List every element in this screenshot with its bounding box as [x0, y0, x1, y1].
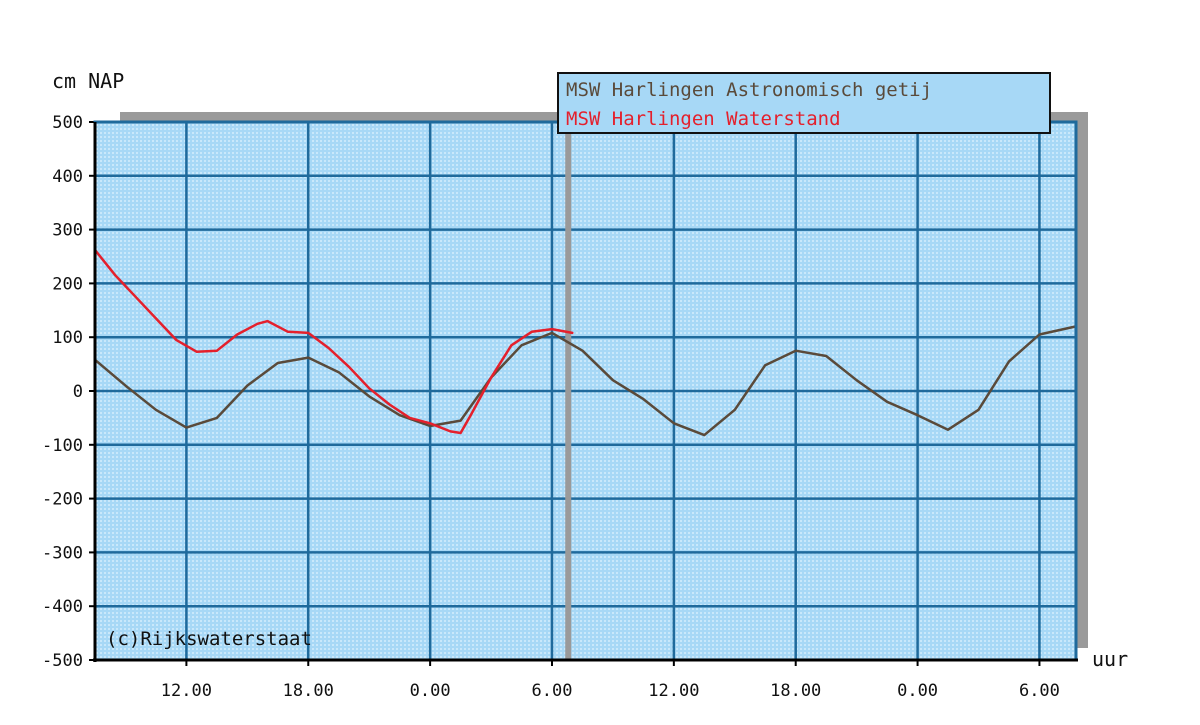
x-tick-label: 0.00: [897, 681, 938, 701]
y-tick-label: -300: [42, 543, 83, 563]
y-tick-label: -100: [42, 436, 83, 456]
series-astronomisch-getij: [93, 325, 1078, 437]
y-tick-label: 0: [73, 382, 83, 402]
x-tick-label: 12.00: [648, 681, 699, 701]
x-tick-label: 0.00: [410, 681, 451, 701]
series-waterstand: [93, 248, 574, 435]
y-tick-label: 300: [52, 221, 83, 241]
x-tick-label: 12.00: [161, 681, 212, 701]
y-tick-label: -500: [42, 651, 83, 671]
legend-entry-waterstand: MSW Harlingen Waterstand: [566, 108, 841, 130]
legend: [557, 72, 1051, 134]
legend-entry-astronomisch: MSW Harlingen Astronomisch getij: [566, 79, 932, 101]
y-tick-label: -400: [42, 597, 83, 617]
x-tick-label: 6.00: [532, 681, 573, 701]
copyright-annotation: (c)Rijkswaterstaat: [106, 628, 312, 650]
y-tick-label: -200: [42, 490, 83, 510]
y-axis-label: cm NAP: [52, 69, 124, 93]
y-tick-label: 500: [52, 113, 83, 133]
series-group: [93, 248, 1078, 437]
plot-shadow-right: [1076, 112, 1088, 648]
y-tick-label: 200: [52, 274, 83, 294]
x-tick-label: 6.00: [1019, 681, 1060, 701]
y-tick-label: 100: [52, 328, 83, 348]
x-tick-label: 18.00: [283, 681, 334, 701]
axis-ticks: 500 400 300 200 100 0 -100 -200 -300 -400 -500 12.0…: [42, 113, 1060, 701]
x-axis-label: uur: [1092, 647, 1128, 671]
x-tick-label: 18.00: [770, 681, 821, 701]
grid: [95, 122, 1076, 660]
y-tick-label: 400: [52, 167, 83, 187]
